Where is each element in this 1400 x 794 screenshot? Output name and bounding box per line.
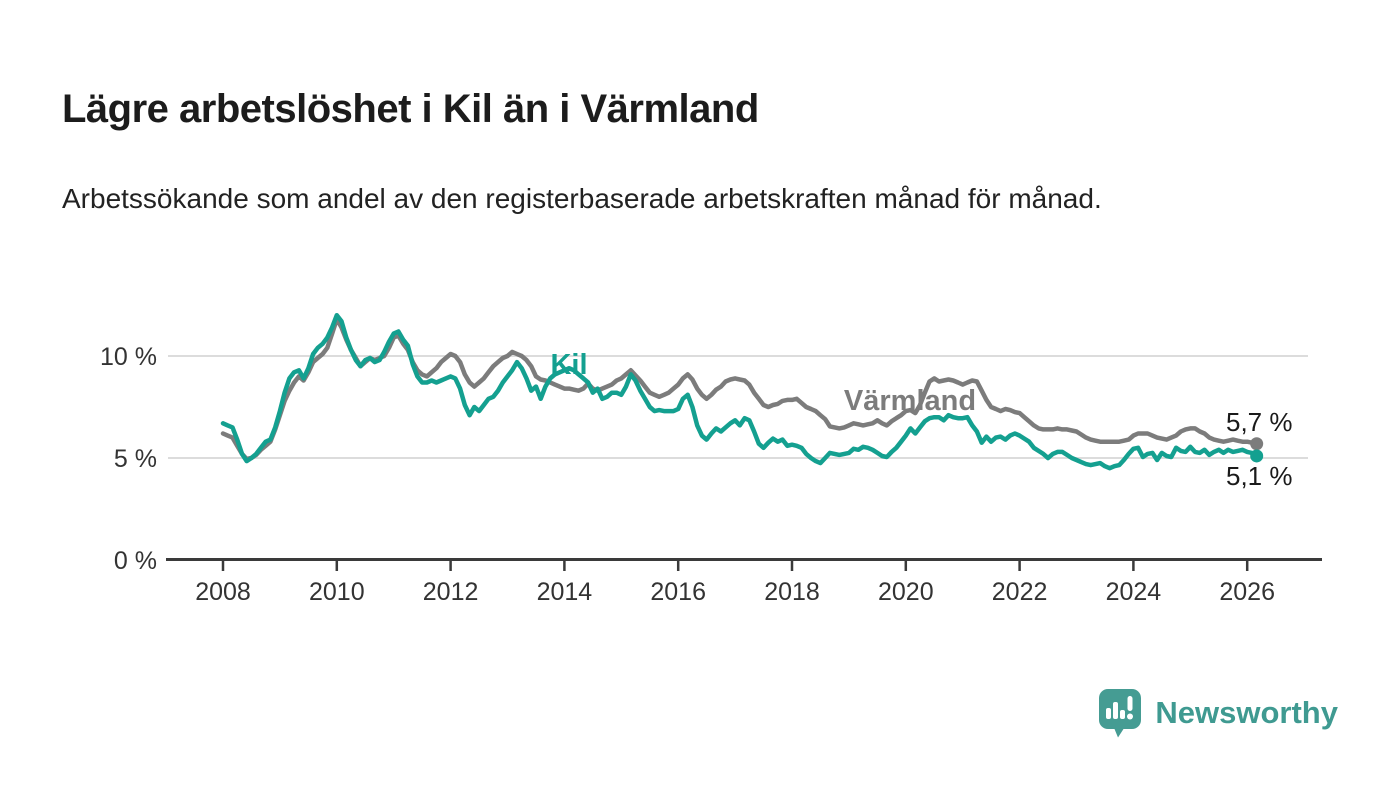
x-axis <box>166 558 1322 571</box>
x-tick-label: 2014 <box>537 578 593 606</box>
newsworthy-logo-icon <box>1099 689 1142 738</box>
x-tick-label: 2010 <box>309 578 365 606</box>
vrmland-end-dot <box>1250 437 1264 451</box>
x-tick-label: 2018 <box>764 578 820 606</box>
vrmland-end-value-label: 5,7 % <box>1226 407 1293 437</box>
kil-end-value-label: 5,1 % <box>1226 461 1293 491</box>
chart-subtitle: Arbetssökande som andel av den registerb… <box>62 183 1102 214</box>
y-tick-label: 10 % <box>100 343 157 371</box>
series-annotations: Kil 5,1 % Värmland 5,7 % <box>550 349 1292 491</box>
x-tick-label: 2020 <box>878 578 934 606</box>
x-tick-label: 2016 <box>650 578 706 606</box>
x-tick-label: 2022 <box>992 578 1048 606</box>
x-axis-labels: 2008 2010 2012 2014 2016 2018 2020 2022 2024 2026 <box>195 578 1275 606</box>
y-tick-label: 0 % <box>114 547 157 575</box>
x-tick-label: 2024 <box>1106 578 1162 606</box>
x-tick-label: 2026 <box>1219 578 1275 606</box>
newsworthy-logo-text: Newsworthy <box>1155 695 1338 730</box>
vrmland-series-label: Värmland <box>844 385 976 417</box>
x-tick-label: 2008 <box>195 578 251 606</box>
gridlines <box>168 355 1308 459</box>
newsworthy-logo[interactable]: Newsworthy <box>1098 688 1338 738</box>
y-axis-labels: 0 % 5 % 10 % <box>100 343 157 575</box>
logo-bars <box>1106 696 1134 720</box>
page-title: Lägre arbetslöshet i Kil än i Värmland <box>62 86 759 131</box>
x-tick-label: 2012 <box>423 578 479 606</box>
y-tick-label: 5 % <box>114 445 157 473</box>
kil-end-dot <box>1250 449 1264 463</box>
kil-line <box>220 312 1259 471</box>
series-lines <box>220 312 1264 471</box>
kil-series-label: Kil <box>550 349 587 381</box>
vrmland-line <box>220 317 1259 462</box>
